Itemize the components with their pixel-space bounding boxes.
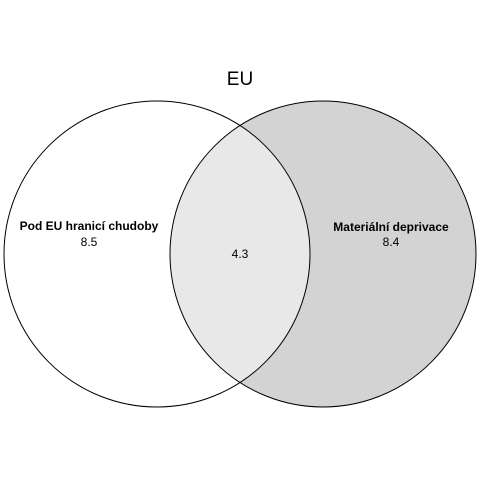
set-outline-right — [169, 100, 477, 408]
intersection-region — [170, 101, 310, 407]
set-label-left: Pod EU hranicí chudoby — [20, 219, 159, 233]
diagram-title: EU — [227, 69, 253, 90]
set-value-left: 8.5 — [81, 235, 98, 249]
intersection-value: 4.3 — [232, 247, 249, 261]
set-value-right: 8.4 — [383, 235, 400, 249]
set-label-right: Materiální deprivace — [333, 220, 449, 234]
set-outline-left — [3, 100, 311, 408]
